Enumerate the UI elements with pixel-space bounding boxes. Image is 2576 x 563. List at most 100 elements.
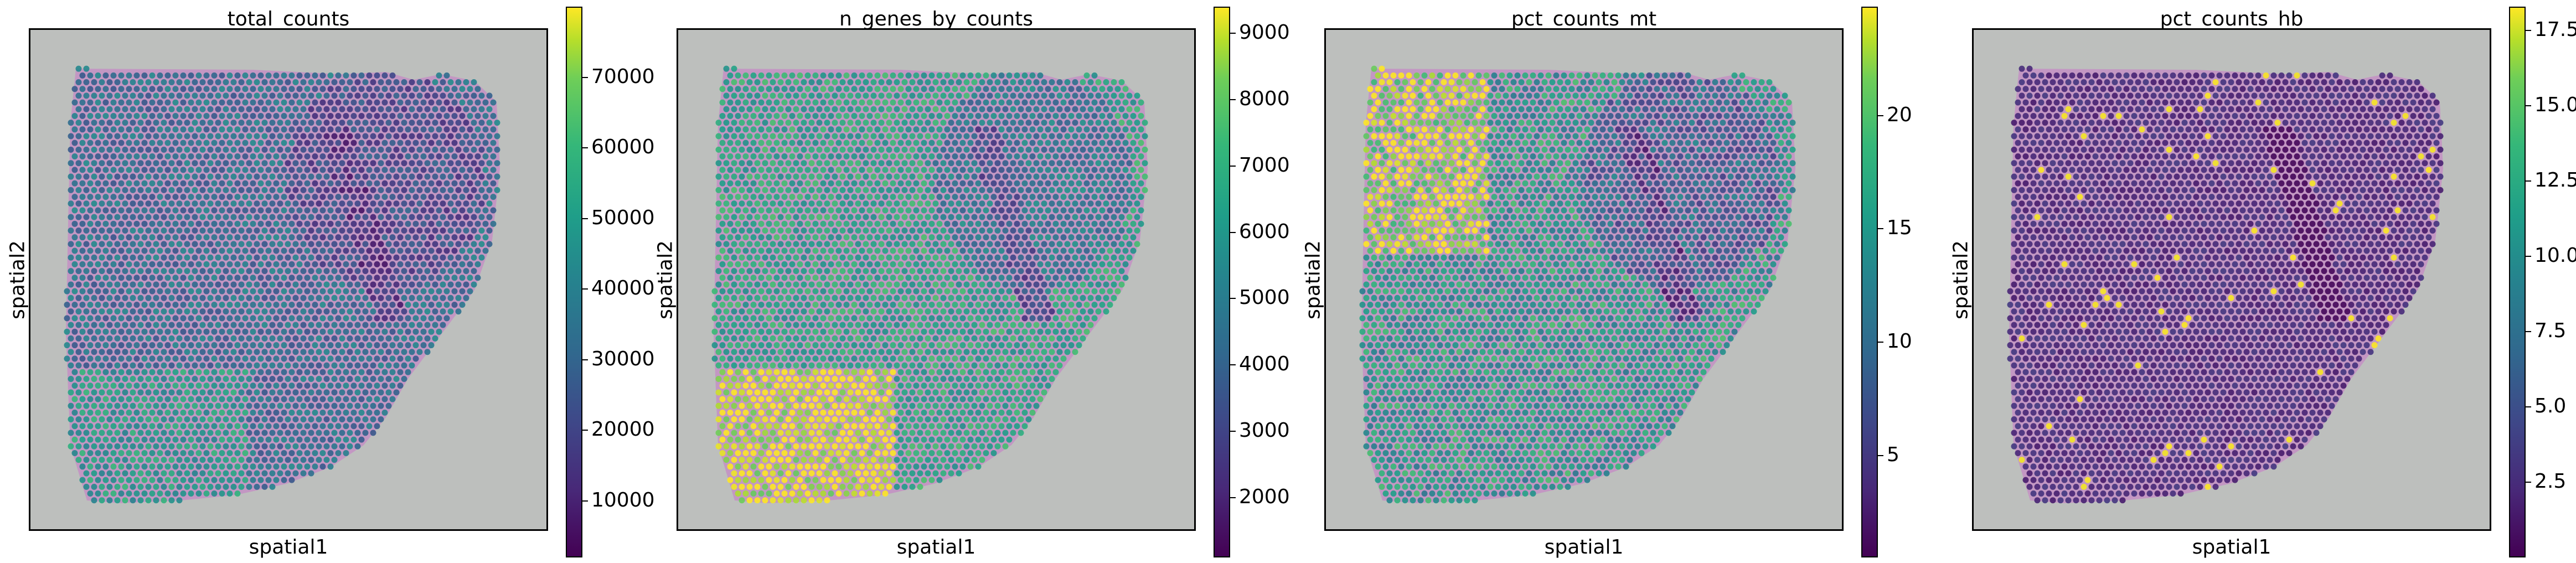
- spot: [447, 173, 454, 180]
- spot: [816, 214, 823, 220]
- spot: [95, 355, 101, 362]
- spot: [897, 247, 904, 254]
- spot: [459, 288, 466, 295]
- spot: [137, 241, 144, 247]
- spot: [370, 402, 376, 409]
- spot: [998, 140, 1005, 146]
- spot: [68, 416, 74, 423]
- spot: [1076, 261, 1082, 267]
- spot: [308, 416, 314, 423]
- spot: [304, 342, 311, 349]
- spot: [215, 187, 221, 193]
- spot: [385, 200, 392, 207]
- spot: [773, 126, 780, 133]
- spot: [967, 99, 974, 106]
- spot: [874, 207, 881, 214]
- spot: [925, 214, 931, 220]
- spot: [195, 112, 202, 119]
- spot: [890, 234, 896, 241]
- spot: [281, 328, 287, 335]
- spot: [824, 187, 830, 193]
- spot: [797, 72, 803, 79]
- spot: [219, 153, 225, 160]
- spot: [180, 328, 187, 335]
- spot: [354, 160, 361, 167]
- spot: [758, 261, 765, 267]
- spot: [362, 187, 369, 193]
- spot: [948, 308, 954, 315]
- spot: [79, 288, 86, 295]
- spot: [91, 281, 97, 288]
- spot: [808, 173, 815, 180]
- spot: [79, 167, 86, 173]
- spot: [735, 261, 741, 267]
- spot: [412, 288, 419, 295]
- spot: [1045, 261, 1051, 267]
- spot: [339, 295, 345, 301]
- spot: [727, 140, 734, 146]
- spot: [343, 328, 349, 335]
- spot: [246, 443, 252, 450]
- spot: [79, 342, 86, 349]
- spot: [79, 315, 86, 322]
- spot: [319, 220, 326, 227]
- spot: [1103, 79, 1109, 86]
- spot: [1037, 207, 1044, 214]
- spot: [742, 194, 749, 200]
- spot: [719, 275, 726, 281]
- spot: [847, 228, 854, 234]
- spot: [102, 301, 109, 308]
- spot: [277, 322, 283, 328]
- spot: [172, 355, 179, 362]
- spot: [401, 362, 407, 369]
- spot: [347, 335, 353, 342]
- spot: [886, 268, 892, 275]
- spot: [1134, 133, 1140, 140]
- spot: [1025, 120, 1032, 126]
- spot: [723, 79, 730, 86]
- spot: [281, 477, 287, 483]
- spot: [91, 457, 97, 463]
- spot: [122, 470, 128, 477]
- spot: [1041, 160, 1047, 167]
- spot: [389, 167, 396, 173]
- spot: [917, 106, 923, 112]
- spot: [238, 335, 245, 342]
- spot: [471, 146, 477, 153]
- spot: [863, 214, 869, 220]
- spot: [820, 220, 827, 227]
- spot: [68, 214, 74, 220]
- spot: [273, 275, 280, 281]
- spot: [339, 335, 345, 342]
- spot: [440, 146, 446, 153]
- spot: [381, 220, 388, 227]
- spot: [393, 349, 400, 355]
- spot: [347, 268, 353, 275]
- spot: [130, 349, 136, 355]
- spot: [308, 92, 314, 99]
- spot: [851, 194, 858, 200]
- spot: [440, 187, 446, 193]
- spot: [894, 79, 900, 86]
- spot: [866, 220, 873, 227]
- spot: [990, 275, 997, 281]
- spot: [1029, 72, 1036, 79]
- spot: [1076, 247, 1082, 254]
- spot: [855, 187, 861, 193]
- spot: [219, 167, 225, 173]
- spot: [234, 355, 241, 362]
- spot: [153, 470, 159, 477]
- spot: [203, 423, 210, 430]
- spot: [1099, 126, 1106, 133]
- spot: [277, 268, 283, 275]
- spot: [1037, 194, 1044, 200]
- spot: [327, 342, 334, 349]
- spot: [921, 288, 927, 295]
- spot: [801, 120, 807, 126]
- spot: [199, 470, 206, 477]
- spot: [207, 200, 214, 207]
- spot: [436, 315, 442, 322]
- spot: [1025, 200, 1032, 207]
- spot: [925, 241, 931, 247]
- spot: [207, 349, 214, 355]
